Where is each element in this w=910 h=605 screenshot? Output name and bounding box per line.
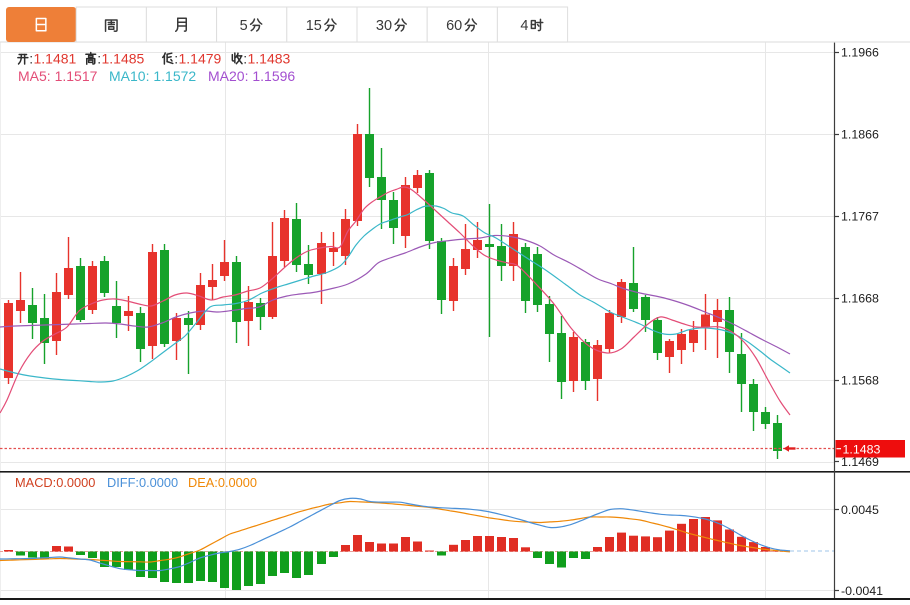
svg-text:5: 5	[240, 18, 248, 34]
svg-text:MACD:0.0000: MACD:0.0000	[15, 475, 95, 490]
svg-text:MA20: 1.1596: MA20: 1.1596	[208, 68, 295, 84]
svg-text:4: 4	[520, 18, 528, 34]
svg-text::: :	[97, 51, 101, 67]
svg-text::: :	[29, 51, 33, 67]
svg-text:DIFF:0.0000: DIFF:0.0000	[107, 475, 178, 490]
svg-text:1.1966: 1.1966	[841, 45, 879, 59]
svg-text:1.1481: 1.1481	[34, 51, 77, 67]
svg-text:MA10: 1.1572: MA10: 1.1572	[109, 68, 196, 84]
svg-text:1.1483: 1.1483	[248, 51, 291, 67]
svg-text:30: 30	[376, 18, 392, 34]
svg-text:1.1469: 1.1469	[841, 455, 879, 469]
svg-text:1.1483: 1.1483	[843, 442, 881, 456]
svg-text:MA5: 1.1517: MA5: 1.1517	[18, 68, 98, 84]
svg-text:1.1485: 1.1485	[102, 51, 145, 67]
svg-text::: :	[243, 51, 247, 67]
svg-text:DEA:0.0000: DEA:0.0000	[188, 475, 257, 490]
svg-text:1.1479: 1.1479	[179, 51, 222, 67]
svg-text:0.0045: 0.0045	[841, 503, 879, 517]
svg-text:60: 60	[446, 18, 462, 34]
svg-text:-0.0041: -0.0041	[841, 584, 883, 598]
svg-text:1.1568: 1.1568	[841, 373, 879, 387]
svg-text:1.1767: 1.1767	[841, 209, 879, 223]
svg-text:15: 15	[306, 18, 322, 34]
svg-text::: :	[174, 51, 178, 67]
svg-text:1.1668: 1.1668	[841, 291, 879, 305]
svg-text:1.1866: 1.1866	[841, 127, 879, 141]
